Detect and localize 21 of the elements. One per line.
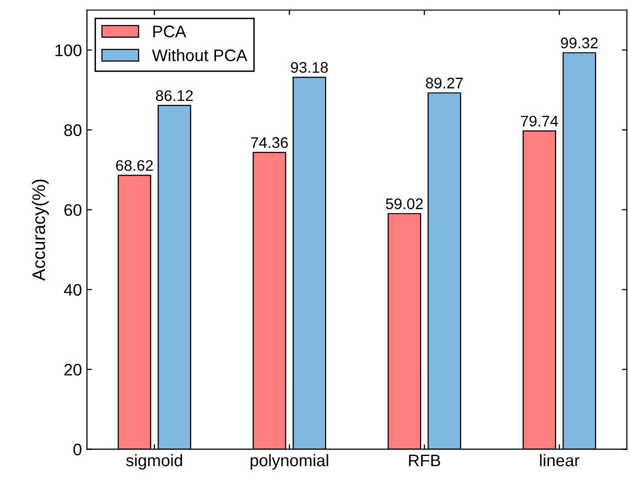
x-tick-label: polynomial bbox=[250, 454, 328, 470]
data-label: 99.32 bbox=[560, 38, 598, 48]
legend-label: Without PCA bbox=[152, 48, 248, 62]
y-tick-label: 20 bbox=[64, 364, 82, 376]
y-tick-label: 80 bbox=[64, 124, 82, 136]
data-label: 89.27 bbox=[426, 78, 463, 88]
data-label: 79.74 bbox=[521, 116, 558, 127]
data-label: 59.02 bbox=[386, 198, 423, 210]
y-tick-label: 60 bbox=[64, 204, 82, 216]
x-tick-label: RFB bbox=[409, 454, 440, 466]
data-label: 86.12 bbox=[156, 90, 193, 102]
x-tick-label: linear bbox=[540, 454, 580, 466]
x-tick-label: sigmoid bbox=[126, 454, 182, 470]
data-label: 68.62 bbox=[116, 160, 153, 171]
y-tick-label: 40 bbox=[64, 284, 82, 296]
legend-label: PCA bbox=[153, 26, 186, 38]
y-tick-label: 100 bbox=[56, 44, 82, 56]
data-label: 74.36 bbox=[251, 137, 288, 148]
y-tick-label: 0 bbox=[73, 444, 82, 456]
data-label: 93.18 bbox=[290, 62, 328, 73]
y-axis-title: Accuracy(%) bbox=[32, 180, 49, 281]
